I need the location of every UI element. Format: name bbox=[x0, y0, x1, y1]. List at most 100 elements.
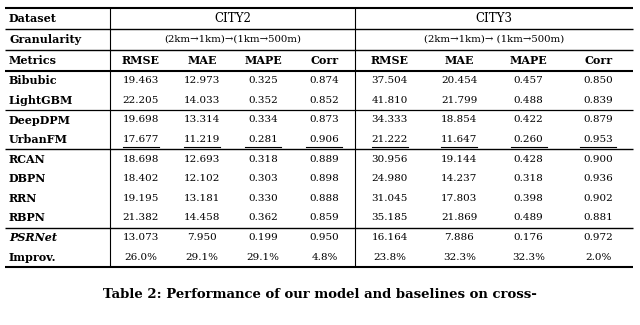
Text: 12.693: 12.693 bbox=[184, 155, 220, 164]
Text: 7.950: 7.950 bbox=[187, 233, 217, 242]
Text: Table 2: Performance of our model and baselines on cross-: Table 2: Performance of our model and ba… bbox=[103, 289, 537, 302]
Text: 37.504: 37.504 bbox=[372, 76, 408, 85]
Text: 0.281: 0.281 bbox=[248, 135, 278, 144]
Text: 16.164: 16.164 bbox=[372, 233, 408, 242]
Text: 0.325: 0.325 bbox=[248, 76, 278, 85]
Text: 19.144: 19.144 bbox=[441, 155, 477, 164]
Text: 0.898: 0.898 bbox=[310, 174, 339, 183]
Text: 20.454: 20.454 bbox=[441, 76, 477, 85]
Text: DBPN: DBPN bbox=[9, 173, 46, 184]
Text: 0.902: 0.902 bbox=[584, 194, 613, 203]
Text: 18.402: 18.402 bbox=[122, 174, 159, 183]
Text: 11.219: 11.219 bbox=[184, 135, 220, 144]
Text: 12.973: 12.973 bbox=[184, 76, 220, 85]
Text: 19.463: 19.463 bbox=[122, 76, 159, 85]
Text: 29.1%: 29.1% bbox=[246, 253, 280, 262]
Text: 0.199: 0.199 bbox=[248, 233, 278, 242]
Text: Corr: Corr bbox=[584, 55, 612, 66]
Text: 13.181: 13.181 bbox=[184, 194, 220, 203]
Text: 14.458: 14.458 bbox=[184, 214, 220, 223]
Text: 14.033: 14.033 bbox=[184, 96, 220, 105]
Text: 21.869: 21.869 bbox=[441, 214, 477, 223]
Text: 7.886: 7.886 bbox=[444, 233, 474, 242]
Text: MAE: MAE bbox=[187, 55, 216, 66]
Text: 23.8%: 23.8% bbox=[373, 253, 406, 262]
Text: 0.330: 0.330 bbox=[248, 194, 278, 203]
Text: MAE: MAE bbox=[445, 55, 474, 66]
Text: 0.422: 0.422 bbox=[514, 115, 543, 124]
Text: 0.457: 0.457 bbox=[514, 76, 543, 85]
Text: 0.889: 0.889 bbox=[310, 155, 339, 164]
Text: 21.222: 21.222 bbox=[372, 135, 408, 144]
Text: 0.874: 0.874 bbox=[310, 76, 339, 85]
Text: 0.488: 0.488 bbox=[514, 96, 543, 105]
Text: 0.362: 0.362 bbox=[248, 214, 278, 223]
Text: 2.0%: 2.0% bbox=[585, 253, 611, 262]
Text: 4.8%: 4.8% bbox=[311, 253, 337, 262]
Text: 12.102: 12.102 bbox=[184, 174, 220, 183]
Text: 0.936: 0.936 bbox=[584, 174, 613, 183]
Text: 26.0%: 26.0% bbox=[124, 253, 157, 262]
Text: MAPE: MAPE bbox=[244, 55, 282, 66]
Text: 0.303: 0.303 bbox=[248, 174, 278, 183]
Text: Corr: Corr bbox=[310, 55, 339, 66]
Text: 13.314: 13.314 bbox=[184, 115, 220, 124]
Text: 0.879: 0.879 bbox=[584, 115, 613, 124]
Text: 35.185: 35.185 bbox=[372, 214, 408, 223]
Text: Improv.: Improv. bbox=[9, 252, 56, 263]
Text: RBPN: RBPN bbox=[9, 213, 46, 224]
Text: 0.428: 0.428 bbox=[514, 155, 543, 164]
Text: DeepDPM: DeepDPM bbox=[9, 114, 71, 125]
Text: 41.810: 41.810 bbox=[372, 96, 408, 105]
Text: 32.3%: 32.3% bbox=[512, 253, 545, 262]
Text: 0.334: 0.334 bbox=[248, 115, 278, 124]
Text: MAPE: MAPE bbox=[510, 55, 548, 66]
Text: 18.698: 18.698 bbox=[122, 155, 159, 164]
Text: 30.956: 30.956 bbox=[372, 155, 408, 164]
Text: 19.195: 19.195 bbox=[122, 194, 159, 203]
Text: 0.873: 0.873 bbox=[310, 115, 339, 124]
Text: 0.176: 0.176 bbox=[514, 233, 543, 242]
Text: 18.854: 18.854 bbox=[441, 115, 477, 124]
Text: 0.839: 0.839 bbox=[584, 96, 613, 105]
Text: 0.260: 0.260 bbox=[514, 135, 543, 144]
Text: 0.859: 0.859 bbox=[310, 214, 339, 223]
Text: LightGBM: LightGBM bbox=[9, 95, 74, 106]
Text: 0.850: 0.850 bbox=[584, 76, 613, 85]
Text: 0.906: 0.906 bbox=[310, 135, 339, 144]
Text: Metrics: Metrics bbox=[9, 55, 57, 66]
Text: 0.318: 0.318 bbox=[248, 155, 278, 164]
Text: 21.799: 21.799 bbox=[441, 96, 477, 105]
Text: 13.073: 13.073 bbox=[122, 233, 159, 242]
Text: 0.398: 0.398 bbox=[514, 194, 543, 203]
Text: 24.980: 24.980 bbox=[372, 174, 408, 183]
Text: CITY3: CITY3 bbox=[476, 12, 513, 25]
Text: 0.352: 0.352 bbox=[248, 96, 278, 105]
Text: 0.852: 0.852 bbox=[310, 96, 339, 105]
Text: 0.972: 0.972 bbox=[584, 233, 613, 242]
Text: Dataset: Dataset bbox=[9, 13, 57, 24]
Text: Bibubic: Bibubic bbox=[9, 75, 58, 86]
Text: 0.318: 0.318 bbox=[514, 174, 543, 183]
Text: RMSE: RMSE bbox=[371, 55, 409, 66]
Text: 19.698: 19.698 bbox=[122, 115, 159, 124]
Text: RMSE: RMSE bbox=[122, 55, 159, 66]
Text: 11.647: 11.647 bbox=[441, 135, 477, 144]
Text: (2km→1km)→ (1km→500m): (2km→1km)→ (1km→500m) bbox=[424, 35, 564, 44]
Text: 17.803: 17.803 bbox=[441, 194, 477, 203]
Text: 0.881: 0.881 bbox=[584, 214, 613, 223]
Text: RRN: RRN bbox=[9, 193, 37, 204]
Text: 22.205: 22.205 bbox=[122, 96, 159, 105]
Text: Granularity: Granularity bbox=[9, 34, 81, 45]
Text: 0.489: 0.489 bbox=[514, 214, 543, 223]
Text: PSRNet: PSRNet bbox=[9, 232, 57, 243]
Text: 29.1%: 29.1% bbox=[186, 253, 218, 262]
Text: 17.677: 17.677 bbox=[122, 135, 159, 144]
Text: CITY2: CITY2 bbox=[214, 12, 251, 25]
Text: 0.950: 0.950 bbox=[310, 233, 339, 242]
Text: 0.888: 0.888 bbox=[310, 194, 339, 203]
Text: 32.3%: 32.3% bbox=[443, 253, 476, 262]
Text: 34.333: 34.333 bbox=[372, 115, 408, 124]
Text: 21.382: 21.382 bbox=[122, 214, 159, 223]
Text: 14.237: 14.237 bbox=[441, 174, 477, 183]
